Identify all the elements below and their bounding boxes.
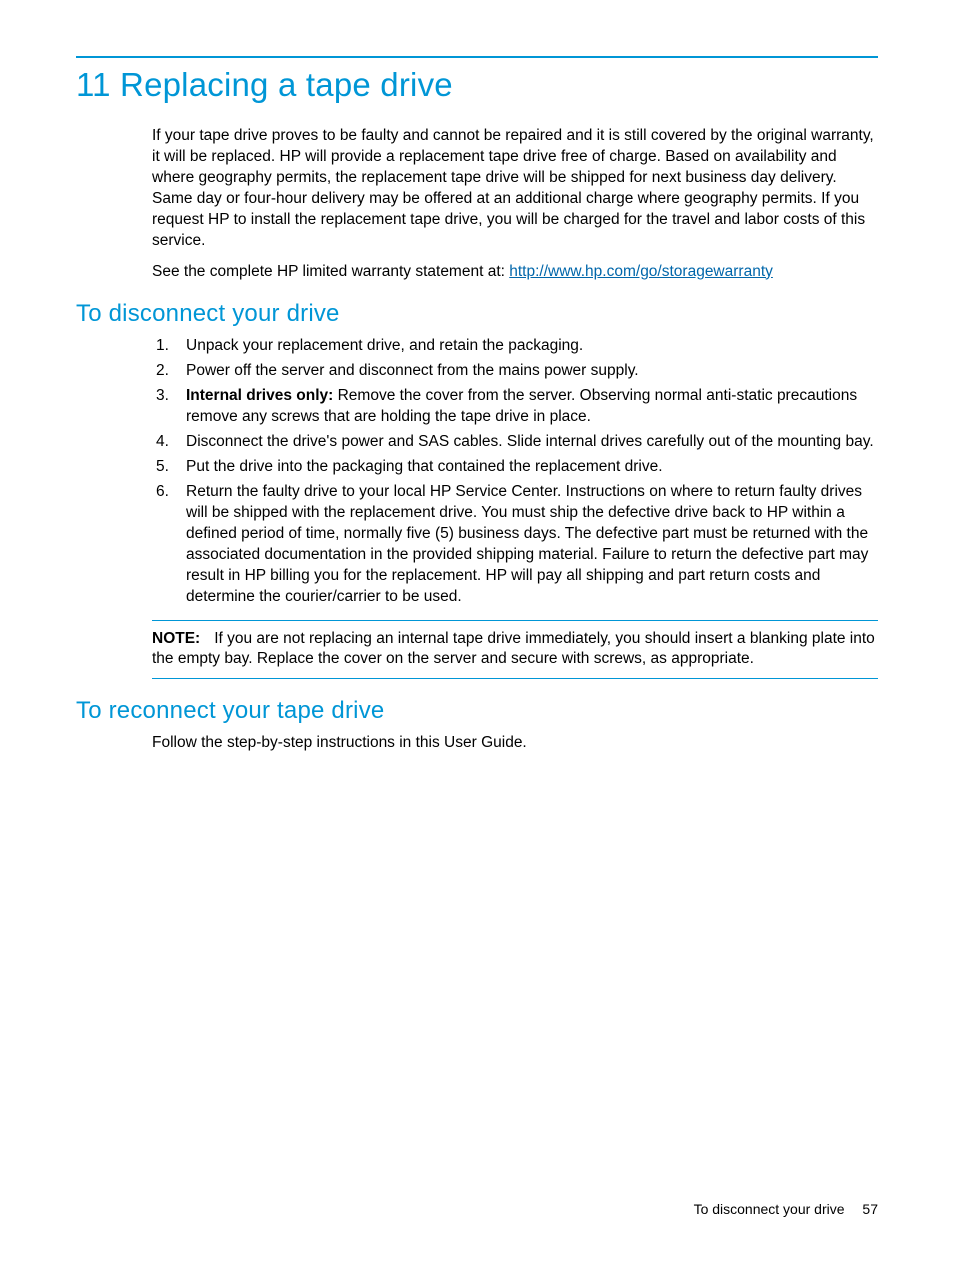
intro-paragraph-2: See the complete HP limited warranty sta… bbox=[152, 262, 878, 283]
step-number: 2. bbox=[152, 361, 186, 382]
chapter-title: 11 Replacing a tape drive bbox=[76, 66, 878, 104]
step-item: 5.Put the drive into the packaging that … bbox=[152, 457, 878, 478]
step-text: Return the faulty drive to your local HP… bbox=[186, 482, 878, 608]
section-reconnect-heading: To reconnect your tape drive bbox=[76, 697, 878, 725]
step-number: 3. bbox=[152, 386, 186, 428]
note-text: If you are not replacing an internal tap… bbox=[152, 630, 875, 668]
footer-page-number: 57 bbox=[862, 1201, 878, 1217]
warranty-link[interactable]: http://www.hp.com/go/storagewarranty bbox=[509, 263, 773, 280]
reconnect-block: Follow the step-by-step instructions in … bbox=[152, 733, 878, 754]
section-disconnect-heading: To disconnect your drive bbox=[76, 300, 878, 328]
chapter-number: 11 bbox=[76, 66, 111, 103]
step-item: 2.Power off the server and disconnect fr… bbox=[152, 361, 878, 382]
step-text: Disconnect the drive's power and SAS cab… bbox=[186, 432, 878, 453]
page-content: 11 Replacing a tape drive If your tape d… bbox=[0, 0, 954, 754]
page-footer: To disconnect your drive 57 bbox=[694, 1201, 878, 1217]
note-block: NOTE:If you are not replacing an interna… bbox=[152, 620, 878, 680]
top-rule bbox=[76, 56, 878, 58]
step-body: Unpack your replacement drive, and retai… bbox=[186, 337, 583, 354]
step-text: Power off the server and disconnect from… bbox=[186, 361, 878, 382]
disconnect-steps: 1.Unpack your replacement drive, and ret… bbox=[152, 336, 878, 607]
step-number: 5. bbox=[152, 457, 186, 478]
step-text: Internal drives only: Remove the cover f… bbox=[186, 386, 878, 428]
step-number: 6. bbox=[152, 482, 186, 608]
step-body: Return the faulty drive to your local HP… bbox=[186, 483, 868, 605]
step-item: 4.Disconnect the drive's power and SAS c… bbox=[152, 432, 878, 453]
step-body: Power off the server and disconnect from… bbox=[186, 362, 639, 379]
step-text: Unpack your replacement drive, and retai… bbox=[186, 336, 878, 357]
step-text: Put the drive into the packaging that co… bbox=[186, 457, 878, 478]
step-body: Put the drive into the packaging that co… bbox=[186, 458, 663, 475]
step-bold-prefix: Internal drives only: bbox=[186, 387, 333, 404]
intro-block: If your tape drive proves to be faulty a… bbox=[152, 126, 878, 282]
step-item: 6.Return the faulty drive to your local … bbox=[152, 482, 878, 608]
chapter-title-text: Replacing a tape drive bbox=[120, 66, 453, 103]
step-body: Disconnect the drive's power and SAS cab… bbox=[186, 433, 874, 450]
intro-paragraph-1: If your tape drive proves to be faulty a… bbox=[152, 126, 878, 252]
step-number: 4. bbox=[152, 432, 186, 453]
warranty-text: See the complete HP limited warranty sta… bbox=[152, 263, 509, 280]
step-item: 3.Internal drives only: Remove the cover… bbox=[152, 386, 878, 428]
step-item: 1.Unpack your replacement drive, and ret… bbox=[152, 336, 878, 357]
reconnect-paragraph: Follow the step-by-step instructions in … bbox=[152, 733, 878, 754]
note-label: NOTE: bbox=[152, 630, 200, 647]
step-number: 1. bbox=[152, 336, 186, 357]
footer-section-ref: To disconnect your drive bbox=[694, 1201, 845, 1217]
